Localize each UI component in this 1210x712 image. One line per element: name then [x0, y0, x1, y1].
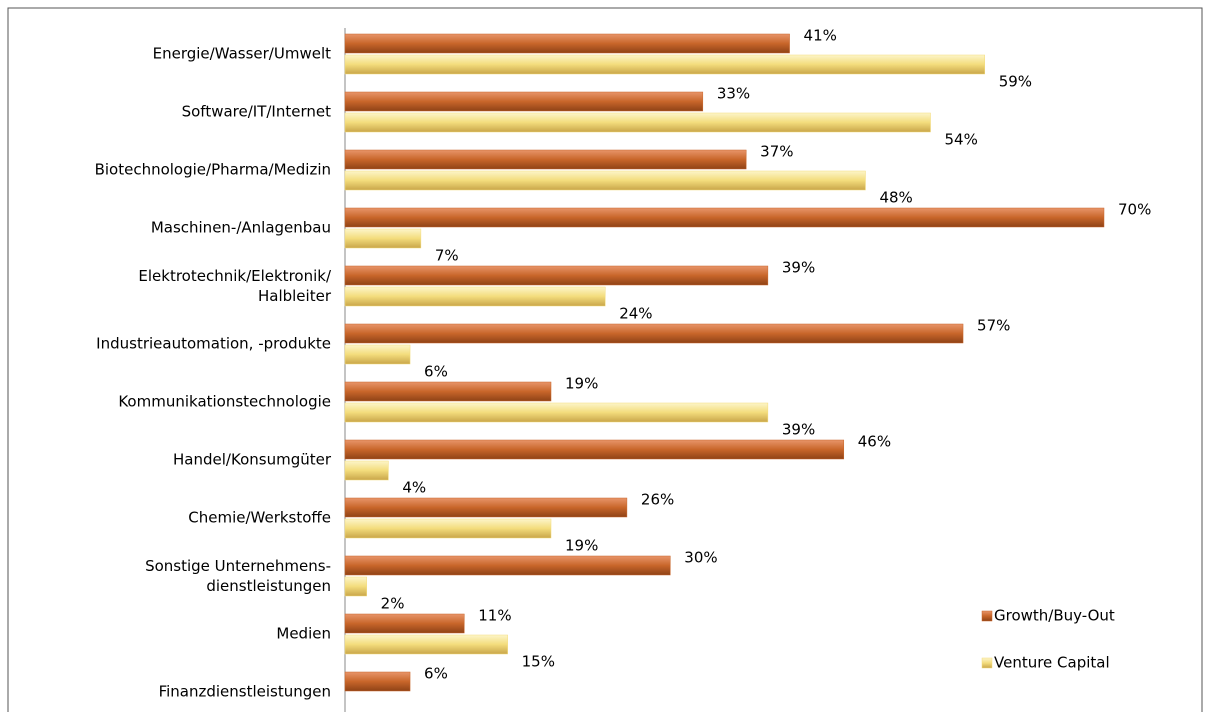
value-label: 0%	[359, 711, 383, 712]
legend-label: Venture Capital	[994, 654, 1110, 672]
y-tick-label: Biotechnologie/Pharma/Medizin	[95, 161, 331, 179]
bar	[344, 207, 1105, 228]
y-tick-label: Software/IT/Internet	[182, 103, 331, 121]
legend-label: Growth/Buy-Out	[994, 607, 1115, 625]
bar	[344, 344, 411, 365]
value-label: 15%	[522, 653, 555, 671]
value-label: 19%	[565, 537, 598, 555]
y-tick-label: Handel/Konsumgüter	[173, 451, 332, 469]
value-label: 6%	[424, 665, 448, 683]
value-label: 39%	[782, 421, 815, 439]
y-tick-label: Elektrotechnik/Elektronik/Halbleiter	[138, 267, 332, 305]
bar	[344, 149, 747, 170]
frame	[7, 7, 1203, 712]
bar	[344, 402, 769, 423]
value-label: 24%	[619, 305, 652, 323]
value-label: 26%	[641, 491, 674, 509]
y-tick-label: Sonstige Unternehmens-dienstleistungen	[145, 557, 331, 595]
bar	[344, 286, 606, 307]
bar	[344, 323, 964, 344]
value-label: 54%	[945, 131, 978, 149]
value-label: 46%	[858, 433, 891, 451]
y-tick-label: Industrieautomation, -produkte	[96, 335, 331, 353]
y-tick-label: Kommunikationstechnologie	[118, 393, 331, 411]
bar	[344, 54, 985, 75]
value-label: 37%	[760, 143, 793, 161]
value-label: 59%	[999, 73, 1032, 91]
bar	[344, 439, 845, 460]
bar	[344, 170, 866, 191]
value-label: 6%	[424, 363, 448, 381]
value-label: 39%	[782, 259, 815, 277]
bar	[344, 112, 931, 133]
bar	[344, 576, 367, 597]
bar	[344, 497, 628, 518]
value-label: 70%	[1118, 201, 1151, 219]
value-label: 19%	[565, 375, 598, 393]
value-label: 2%	[381, 595, 405, 613]
legend-swatch	[981, 610, 993, 622]
bar	[344, 265, 769, 286]
bar	[344, 381, 552, 402]
bar	[344, 518, 552, 539]
bar	[344, 634, 508, 655]
legend-swatch	[981, 657, 993, 669]
value-label: 7%	[435, 247, 459, 265]
value-label: 30%	[684, 549, 717, 567]
value-label: 33%	[717, 85, 750, 103]
bar	[344, 671, 411, 692]
y-tick-label: Finanzdienstleistungen	[159, 683, 331, 701]
y-tick-label: Energie/Wasser/Umwelt	[153, 45, 331, 63]
value-label: 48%	[879, 189, 912, 207]
y-tick-label: Medien	[276, 625, 331, 643]
bar	[344, 460, 389, 481]
bar	[344, 555, 671, 576]
value-label: 11%	[478, 607, 511, 625]
value-label: 41%	[804, 27, 837, 45]
bar	[344, 33, 790, 54]
bar	[344, 228, 422, 249]
bar	[344, 613, 465, 634]
value-label: 57%	[977, 317, 1010, 335]
value-label: 4%	[402, 479, 426, 497]
y-tick-label: Chemie/Werkstoffe	[188, 509, 331, 527]
bar	[344, 91, 704, 112]
y-tick-label: Maschinen-/Anlagenbau	[151, 219, 331, 237]
